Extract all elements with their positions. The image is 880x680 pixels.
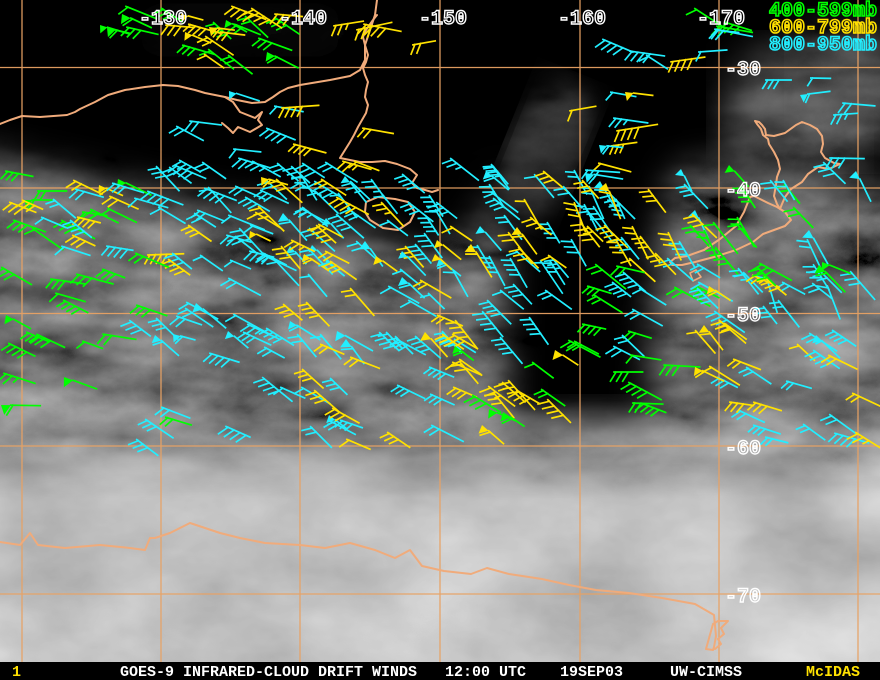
svg-text:12:00 UTC: 12:00 UTC bbox=[445, 664, 526, 680]
svg-text:19SEP03: 19SEP03 bbox=[560, 664, 623, 680]
svg-text:-60: -60 bbox=[725, 438, 761, 461]
svg-text:-40: -40 bbox=[725, 180, 761, 203]
svg-text:1: 1 bbox=[12, 664, 21, 680]
svg-text:McIDAS: McIDAS bbox=[806, 664, 860, 680]
svg-text:GOES-9 INFRARED-CLOUD DRIFT WI: GOES-9 INFRARED-CLOUD DRIFT WINDS bbox=[120, 664, 417, 680]
svg-text:-150: -150 bbox=[419, 8, 467, 31]
svg-text:-50: -50 bbox=[725, 305, 761, 328]
svg-text:800-950mb: 800-950mb bbox=[769, 34, 877, 57]
svg-text:-160: -160 bbox=[558, 8, 606, 31]
svg-text:-140: -140 bbox=[279, 8, 327, 31]
svg-text:-30: -30 bbox=[725, 59, 761, 82]
svg-text:-130: -130 bbox=[139, 8, 187, 31]
svg-text:-70: -70 bbox=[725, 586, 761, 609]
svg-text:-170: -170 bbox=[697, 8, 745, 31]
svg-text:UW-CIMSS: UW-CIMSS bbox=[670, 664, 742, 680]
